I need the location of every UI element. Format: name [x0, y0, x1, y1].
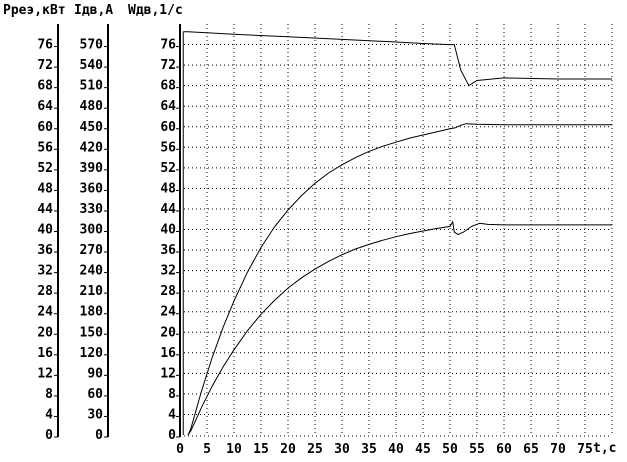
tick-label-w: 48 — [160, 181, 176, 196]
tick-label-w: 68 — [160, 79, 176, 94]
tick-label-p: 72 — [37, 58, 53, 73]
tick-label-x: 55 — [469, 442, 485, 457]
tick-label-i: 510 — [80, 79, 104, 94]
tick-label-i: 480 — [80, 99, 104, 114]
tick-label-i: 360 — [80, 181, 104, 196]
tick-label-x: 0 — [176, 442, 184, 457]
tick-label-i: 90 — [87, 366, 103, 381]
tick-label-w: 64 — [160, 99, 176, 114]
tick-label-p: 56 — [37, 140, 53, 155]
tick-label-w: 8 — [168, 387, 176, 402]
tick-label-x: 20 — [280, 442, 296, 457]
tick-label-p: 40 — [37, 223, 53, 238]
tick-label-p: 4 — [45, 407, 53, 422]
series-line-0 — [183, 31, 612, 87]
tick-labels: 7672686460565248444036322824201612840570… — [37, 38, 592, 457]
tick-label-w: 52 — [160, 161, 176, 176]
tick-label-i: 300 — [80, 223, 104, 238]
tick-label-p: 24 — [37, 305, 53, 320]
tick-label-x: 45 — [415, 442, 431, 457]
tick-label-w: 16 — [160, 346, 176, 361]
tick-label-w: 0 — [168, 428, 176, 443]
tick-label-x: 5 — [203, 442, 211, 457]
tick-label-w: 60 — [160, 120, 176, 135]
tick-label-p: 28 — [37, 284, 53, 299]
tick-label-p: 0 — [45, 428, 53, 443]
tick-label-x: 10 — [226, 442, 242, 457]
tick-label-x: 30 — [334, 442, 350, 457]
tick-label-w: 4 — [168, 407, 176, 422]
tick-label-p: 32 — [37, 264, 53, 279]
tick-label-p: 68 — [37, 79, 53, 94]
tick-label-i: 540 — [80, 58, 104, 73]
tick-label-x: 25 — [307, 442, 323, 457]
tick-label-w: 72 — [160, 58, 176, 73]
tick-label-i: 330 — [80, 202, 104, 217]
tick-label-p: 36 — [37, 243, 53, 258]
tick-label-i: 60 — [87, 387, 103, 402]
tick-label-x: 40 — [388, 442, 404, 457]
tick-label-w: 40 — [160, 223, 176, 238]
tick-label-w: 20 — [160, 325, 176, 340]
tick-label-i: 120 — [80, 346, 104, 361]
tick-label-i: 150 — [80, 325, 104, 340]
x-axis-title: t,c — [593, 441, 616, 456]
series — [182, 31, 612, 436]
tick-label-w: 56 — [160, 140, 176, 155]
series-line-2 — [187, 220, 612, 436]
tick-label-i: 180 — [80, 305, 104, 320]
tick-label-i: 390 — [80, 161, 104, 176]
tick-label-p: 16 — [37, 346, 53, 361]
axis-title-p: Рреэ,кВт — [3, 3, 66, 18]
tick-label-p: 8 — [45, 387, 53, 402]
tick-label-x: 75 — [577, 442, 593, 457]
tick-label-x: 70 — [550, 442, 566, 457]
tick-label-i: 0 — [95, 428, 103, 443]
series-line-1 — [187, 123, 612, 436]
tick-label-i: 240 — [80, 264, 104, 279]
tick-label-x: 50 — [442, 442, 458, 457]
tick-label-p: 64 — [37, 99, 53, 114]
tick-label-p: 20 — [37, 325, 53, 340]
tick-label-i: 420 — [80, 140, 104, 155]
axis-title-w: Wдв,1/с — [128, 3, 183, 18]
tick-label-w: 36 — [160, 243, 176, 258]
tick-label-x: 65 — [523, 442, 539, 457]
tick-label-x: 35 — [361, 442, 377, 457]
tick-label-w: 24 — [160, 305, 176, 320]
tick-label-i: 30 — [87, 407, 103, 422]
tick-label-x: 15 — [253, 442, 269, 457]
tick-label-x: 60 — [496, 442, 512, 457]
tick-label-w: 32 — [160, 264, 176, 279]
axis-title-i: Iдв,A — [74, 3, 113, 18]
tick-label-p: 76 — [37, 38, 53, 53]
tick-label-p: 44 — [37, 202, 53, 217]
tick-label-w: 12 — [160, 366, 176, 381]
axes — [57, 24, 612, 437]
tick-label-w: 28 — [160, 284, 176, 299]
tick-label-i: 570 — [80, 38, 104, 53]
tick-label-p: 60 — [37, 120, 53, 135]
tick-label-p: 52 — [37, 161, 53, 176]
grid — [180, 24, 613, 435]
tick-label-p: 12 — [37, 366, 53, 381]
tick-label-i: 450 — [80, 120, 104, 135]
tick-label-i: 270 — [80, 243, 104, 258]
tick-label-w: 44 — [160, 202, 176, 217]
tick-label-w: 76 — [160, 38, 176, 53]
tick-label-i: 210 — [80, 284, 104, 299]
tick-label-p: 48 — [37, 181, 53, 196]
